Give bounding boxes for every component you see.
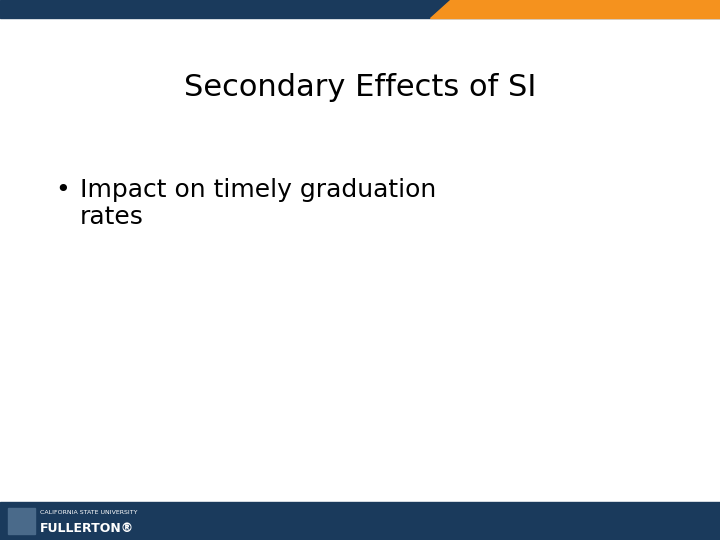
Bar [8, 508, 35, 534]
Text: FULLERTON®: FULLERTON® [40, 522, 134, 535]
Text: Secondary Effects of SI: Secondary Effects of SI [184, 73, 536, 102]
Bar [0, 502, 720, 540]
Text: •: • [55, 178, 70, 202]
Text: rates: rates [80, 205, 144, 229]
Text: CALIFORNIA STATE UNIVERSITY: CALIFORNIA STATE UNIVERSITY [40, 510, 137, 515]
Bar [0, 0, 720, 18]
Text: Impact on timely graduation: Impact on timely graduation [80, 178, 436, 202]
Polygon shape [430, 0, 720, 18]
